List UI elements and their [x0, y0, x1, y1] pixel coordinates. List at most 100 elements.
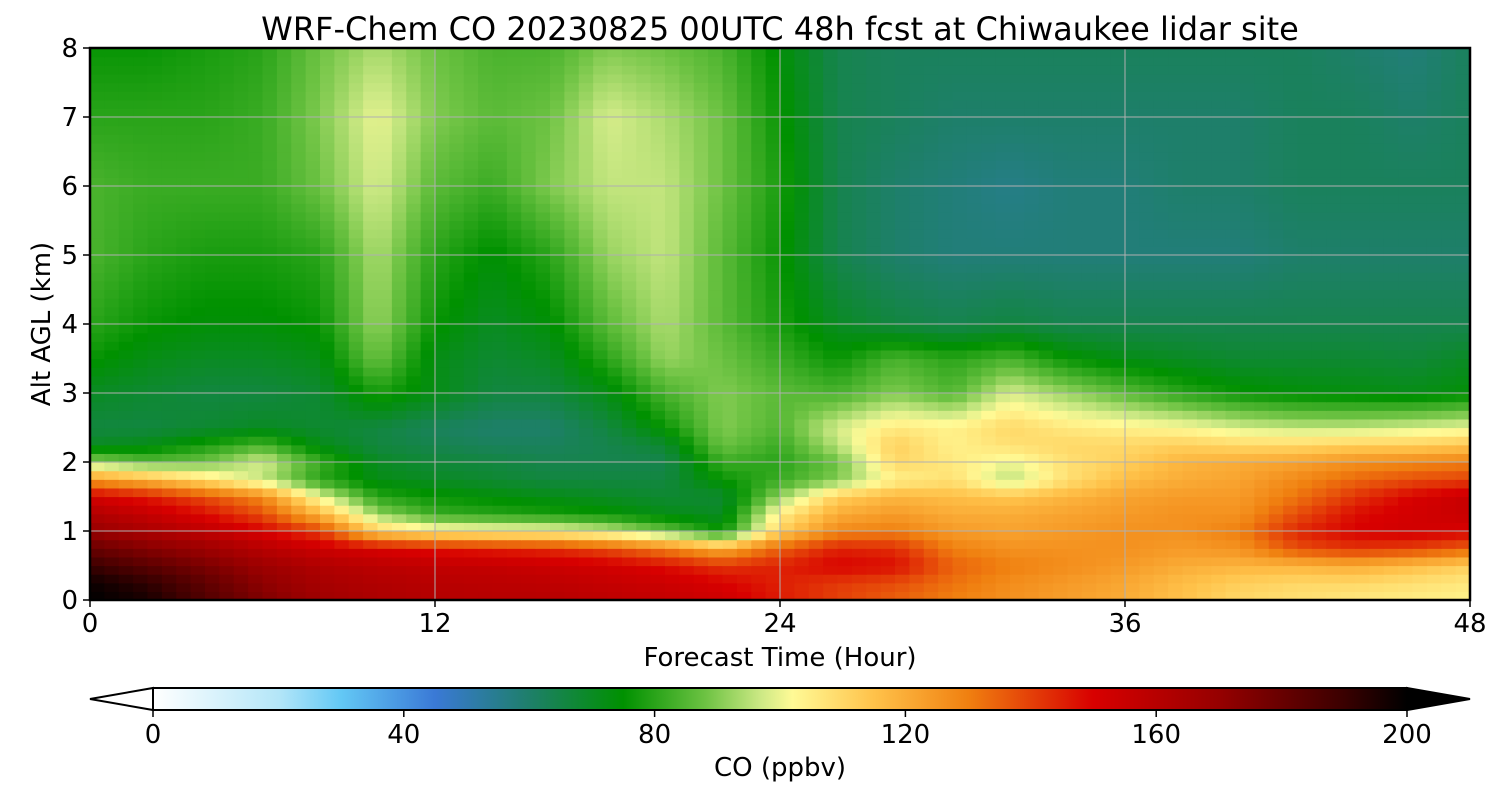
contour-cell: [938, 462, 954, 472]
contour-cell: [736, 237, 752, 247]
contour-cell: [952, 358, 968, 368]
contour-cell: [377, 324, 393, 334]
contour-cell: [1369, 315, 1385, 325]
contour-cell: [1326, 574, 1342, 584]
contour-cell: [607, 315, 623, 325]
contour-cell: [1455, 574, 1471, 584]
contour-cell: [1254, 324, 1270, 334]
contour-cell: [1369, 168, 1385, 178]
contour-cell: [90, 436, 105, 446]
contour-cell: [1283, 565, 1299, 575]
contour-cell: [679, 229, 695, 239]
contour-cell: [1441, 453, 1457, 463]
contour-cell: [1412, 203, 1428, 213]
contour-cell: [765, 393, 781, 403]
contour-cell: [1383, 531, 1399, 541]
contour-cell: [334, 393, 350, 403]
contour-cell: [1297, 220, 1313, 230]
contour-cell: [478, 194, 494, 204]
contour-cell: [1053, 151, 1069, 161]
contour-cell: [895, 315, 910, 325]
contour-cell: [1240, 263, 1255, 273]
contour-cell: [1268, 220, 1284, 230]
contour-cell: [1283, 487, 1299, 498]
contour-cell: [291, 237, 307, 247]
contour-cell: [377, 263, 393, 273]
contour-cell: [133, 505, 149, 515]
contour-cell: [1010, 444, 1025, 454]
contour-cell: [1182, 289, 1198, 299]
contour-cell: [1268, 306, 1284, 316]
contour-cell: [320, 177, 335, 187]
contour-cell: [1125, 531, 1140, 541]
contour-cell: [1053, 427, 1069, 437]
contour-cell: [837, 548, 853, 558]
contour-cell: [1383, 229, 1399, 239]
contour-cell: [1081, 280, 1097, 291]
contour-cell: [966, 168, 982, 178]
contour-cell: [1139, 211, 1155, 222]
contour-cell: [1355, 367, 1370, 377]
contour-cell: [708, 418, 724, 429]
contour-cell: [291, 470, 307, 480]
contour-cell: [564, 367, 580, 377]
contour-cell: [363, 453, 379, 463]
contour-cell: [478, 531, 494, 541]
contour-cell: [1455, 151, 1471, 161]
contour-cell: [808, 479, 824, 489]
contour-cell: [435, 160, 450, 170]
contour-cell: [751, 410, 767, 420]
contour-cell: [578, 349, 594, 360]
contour-cell: [1139, 479, 1155, 489]
contour-cell: [506, 255, 522, 265]
contour-cell: [506, 582, 522, 592]
contour-cell: [1441, 194, 1457, 204]
contour-cell: [837, 410, 853, 420]
contour-cell: [751, 280, 767, 291]
contour-cell: [1326, 298, 1342, 308]
contour-cell: [1311, 332, 1327, 342]
contour-cell: [233, 444, 249, 454]
contour-cell: [866, 324, 882, 334]
contour-cell: [233, 237, 249, 247]
contour-cell: [981, 229, 997, 239]
contour-cell: [665, 531, 680, 541]
contour-cell: [1369, 280, 1385, 291]
contour-cell: [808, 522, 824, 532]
contour-cell: [348, 591, 364, 601]
contour-cell: [1369, 470, 1385, 480]
contour-cell: [966, 401, 982, 411]
contour-cell: [851, 548, 867, 558]
contour-cell: [1053, 496, 1069, 506]
contour-cell: [866, 401, 882, 411]
contour-cell: [550, 186, 565, 196]
contour-cell: [161, 401, 177, 411]
contour-cell: [780, 358, 795, 368]
contour-cell: [1412, 341, 1428, 351]
contour-cell: [780, 462, 795, 472]
contour-cell: [708, 160, 724, 170]
contour-cell: [1024, 168, 1040, 178]
contour-cell: [219, 280, 235, 291]
contour-cell: [205, 375, 220, 385]
contour-cell: [463, 332, 479, 342]
contour-cell: [449, 427, 465, 437]
contour-cell: [995, 358, 1011, 368]
contour-cell: [1153, 186, 1169, 196]
contour-cell: [1168, 203, 1184, 213]
contour-cell: [492, 349, 508, 360]
contour-cell: [578, 565, 594, 575]
contour-cell: [995, 280, 1011, 291]
contour-cell: [276, 280, 292, 291]
contour-cell: [176, 539, 192, 549]
contour-cell: [377, 246, 393, 256]
contour-cell: [665, 194, 680, 204]
contour-cell: [895, 255, 910, 265]
contour-cell: [233, 548, 249, 558]
contour-cell: [650, 522, 666, 532]
contour-cell: [478, 160, 494, 170]
contour-cell: [851, 332, 867, 342]
contour-cell: [1024, 591, 1040, 601]
contour-cell: [665, 427, 680, 437]
contour-cell: [1024, 384, 1040, 394]
